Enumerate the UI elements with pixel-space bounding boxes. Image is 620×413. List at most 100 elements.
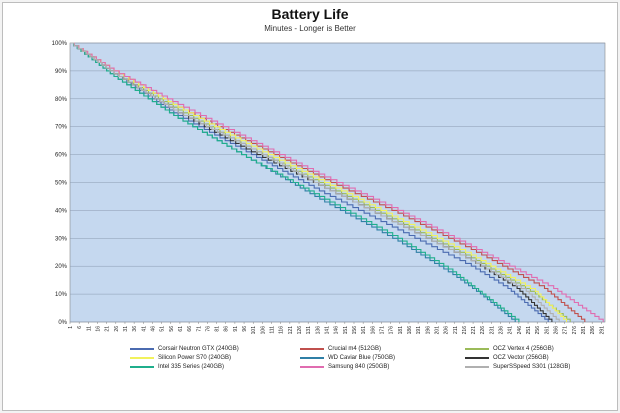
legend-swatch	[130, 357, 154, 359]
x-tick-label: 96	[242, 326, 248, 332]
x-tick-label: 106	[260, 326, 266, 335]
legend-label: Samsung 840 (250GB)	[328, 364, 390, 370]
x-tick-label: 41	[141, 326, 147, 332]
x-tick-label: 291	[599, 326, 605, 335]
legend-label: SuperSSpeed S301 (128GB)	[493, 364, 571, 370]
x-tick-label: 171	[379, 326, 385, 335]
legend-item: OCZ Vertex 4 (256GB)	[465, 346, 554, 352]
x-tick-label: 256	[535, 326, 541, 335]
y-tick-label: 60%	[55, 153, 68, 159]
x-tick-label: 1	[68, 326, 74, 329]
x-tick-label: 186	[407, 326, 413, 335]
chart-title: Battery Life	[271, 6, 349, 22]
legend-swatch	[465, 366, 489, 368]
x-tick-label: 11	[86, 326, 92, 331]
x-tick-label: 131	[306, 326, 312, 335]
series-line-1	[70, 42, 549, 322]
legend-label: OCZ Vector (256GB)	[493, 355, 549, 361]
x-tick-label: 121	[288, 326, 294, 335]
x-tick-label: 211	[453, 326, 459, 334]
x-tick-label: 161	[361, 326, 367, 335]
x-tick-label: 16	[95, 326, 101, 332]
legend-item: OCZ Vector (256GB)	[465, 355, 549, 361]
x-tick-label: 86	[224, 326, 230, 332]
x-tick-label: 226	[480, 326, 486, 335]
x-tick-label: 151	[343, 326, 349, 335]
x-tick-label: 241	[508, 326, 514, 335]
x-tick-label: 111	[270, 326, 276, 334]
legend-swatch	[465, 348, 489, 350]
x-tick-label: 66	[187, 326, 193, 332]
x-tick-label: 276	[572, 326, 578, 335]
x-tick-label: 136	[315, 326, 321, 335]
legend-item: WD Caviar Blue (750GB)	[300, 355, 395, 361]
x-tick-label: 116	[279, 326, 285, 334]
series-line-4	[70, 42, 568, 322]
x-tick-label: 221	[471, 326, 477, 335]
legend-item: Intel 335 Series (240GB)	[130, 364, 224, 370]
x-tick-label: 196	[425, 326, 431, 335]
y-tick-label: 30%	[55, 236, 68, 242]
x-tick-label: 76	[205, 326, 211, 332]
x-tick-label: 236	[499, 326, 505, 335]
x-tick-label: 206	[444, 326, 450, 335]
legend-item: Corsair Neutron GTX (240GB)	[130, 346, 239, 352]
series-line-9	[70, 42, 560, 322]
x-tick-label: 46	[150, 326, 156, 332]
x-tick-label: 6	[77, 326, 83, 329]
x-tick-label: 181	[398, 326, 404, 335]
legend-item: Silicon Power S70 (240GB)	[130, 355, 231, 361]
x-tick-label: 216	[462, 326, 468, 335]
x-tick-label: 251	[526, 326, 532, 335]
legend-swatch	[300, 357, 324, 359]
x-tick-label: 36	[132, 326, 138, 332]
legend-swatch	[130, 366, 154, 368]
legend-label: OCZ Vertex 4 (256GB)	[493, 346, 554, 352]
x-tick-label: 91	[233, 326, 239, 332]
legend-label: Silicon Power S70 (240GB)	[158, 355, 232, 361]
legend-swatch	[130, 348, 154, 350]
x-tick-label: 281	[581, 326, 587, 335]
x-tick-label: 51	[160, 326, 166, 332]
legend-swatch	[300, 348, 324, 350]
y-tick-label: 90%	[55, 69, 68, 75]
x-tick-label: 21	[105, 326, 111, 332]
x-tick-label: 71	[196, 326, 202, 332]
legend-label: Corsair Neutron GTX (240GB)	[158, 346, 239, 352]
x-tick-label: 61	[178, 326, 184, 332]
x-tick-label: 246	[517, 326, 523, 335]
x-tick-label: 26	[114, 326, 120, 332]
legend-swatch	[465, 357, 489, 359]
series-line-8	[70, 42, 604, 322]
x-tick-label: 56	[169, 326, 175, 332]
x-tick-label: 101	[251, 326, 257, 335]
y-tick-label: 0%	[58, 320, 67, 326]
x-tick-label: 156	[352, 326, 358, 335]
y-tick-label: 70%	[55, 125, 68, 131]
x-tick-label: 146	[334, 326, 340, 335]
x-tick-label: 231	[489, 326, 495, 335]
x-tick-label: 261	[544, 326, 550, 335]
y-tick-label: 50%	[55, 181, 68, 187]
chart-subtitle: Minutes - Longer is Better	[264, 24, 356, 33]
legend-label: WD Caviar Blue (750GB)	[328, 355, 396, 361]
x-tick-label: 286	[590, 326, 596, 335]
y-tick-label: 100%	[52, 41, 68, 47]
legend-label: Intel 335 Series (240GB)	[158, 364, 225, 370]
x-tick-label: 271	[563, 326, 569, 335]
x-tick-label: 191	[416, 326, 422, 335]
y-tick-label: 10%	[55, 292, 68, 298]
legend-label: Crucial m4 (512GB)	[328, 346, 382, 352]
series-line-7	[70, 42, 520, 322]
x-tick-label: 31	[123, 326, 129, 332]
legend-item: SuperSSpeed S301 (128GB)	[465, 364, 570, 370]
x-tick-label: 166	[370, 326, 376, 335]
y-tick-label: 40%	[55, 208, 68, 214]
x-tick-label: 81	[215, 326, 221, 332]
x-tick-label: 126	[297, 326, 303, 335]
y-tick-label: 80%	[55, 97, 68, 103]
y-tick-label: 20%	[55, 264, 68, 270]
legend-item: Crucial m4 (512GB)	[300, 346, 381, 352]
x-tick-label: 266	[554, 326, 560, 335]
